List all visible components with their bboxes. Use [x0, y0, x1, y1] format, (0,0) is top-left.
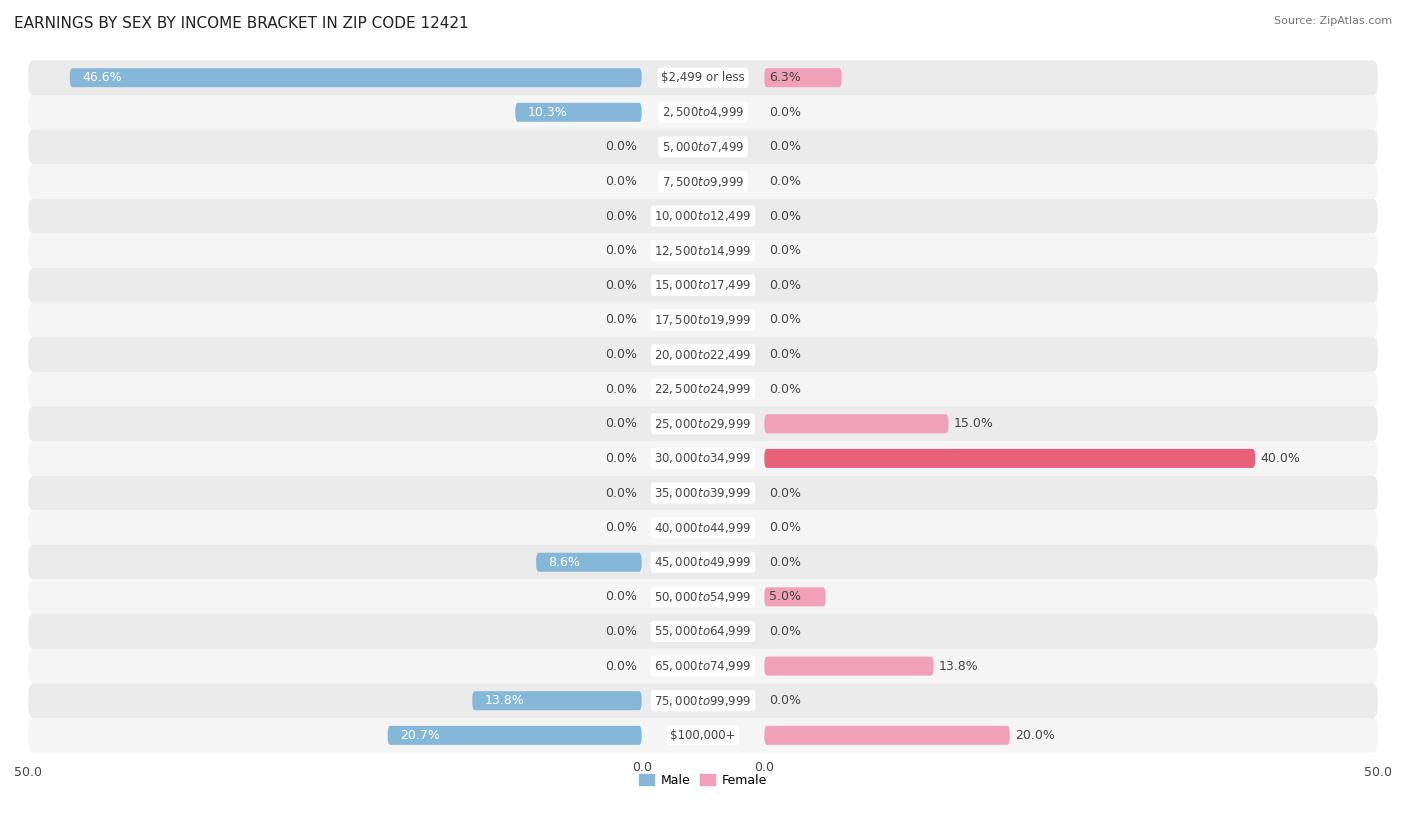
FancyBboxPatch shape — [28, 545, 1378, 580]
FancyBboxPatch shape — [28, 684, 1378, 718]
FancyBboxPatch shape — [472, 691, 641, 711]
Text: 0.0%: 0.0% — [605, 383, 637, 396]
Text: $75,000 to $99,999: $75,000 to $99,999 — [654, 693, 752, 707]
Text: 0.0%: 0.0% — [605, 244, 637, 257]
Text: $2,500 to $4,999: $2,500 to $4,999 — [662, 106, 744, 120]
FancyBboxPatch shape — [765, 68, 842, 87]
Text: 0.0: 0.0 — [755, 761, 775, 774]
FancyBboxPatch shape — [28, 476, 1378, 511]
FancyBboxPatch shape — [28, 199, 1378, 233]
Text: $25,000 to $29,999: $25,000 to $29,999 — [654, 417, 752, 431]
FancyBboxPatch shape — [28, 164, 1378, 199]
FancyBboxPatch shape — [28, 233, 1378, 268]
Text: 0.0%: 0.0% — [605, 210, 637, 223]
Text: $22,500 to $24,999: $22,500 to $24,999 — [654, 382, 752, 396]
Text: 0.0%: 0.0% — [605, 521, 637, 534]
FancyBboxPatch shape — [536, 553, 641, 572]
Text: $2,499 or less: $2,499 or less — [661, 72, 745, 85]
Text: 20.7%: 20.7% — [399, 728, 440, 741]
Text: 0.0%: 0.0% — [769, 383, 801, 396]
FancyBboxPatch shape — [765, 449, 1256, 468]
FancyBboxPatch shape — [28, 60, 1378, 95]
Text: $65,000 to $74,999: $65,000 to $74,999 — [654, 659, 752, 673]
FancyBboxPatch shape — [28, 441, 1378, 476]
Text: $40,000 to $44,999: $40,000 to $44,999 — [654, 520, 752, 535]
FancyBboxPatch shape — [765, 657, 934, 676]
Text: 0.0: 0.0 — [631, 761, 651, 774]
Text: 13.8%: 13.8% — [485, 694, 524, 707]
FancyBboxPatch shape — [765, 415, 949, 433]
Text: 6.3%: 6.3% — [769, 72, 801, 85]
Text: 8.6%: 8.6% — [548, 556, 581, 569]
Text: $55,000 to $64,999: $55,000 to $64,999 — [654, 624, 752, 638]
FancyBboxPatch shape — [28, 95, 1378, 129]
Text: 0.0%: 0.0% — [605, 486, 637, 499]
Text: $17,500 to $19,999: $17,500 to $19,999 — [654, 313, 752, 327]
Legend: Male, Female: Male, Female — [634, 769, 772, 792]
FancyBboxPatch shape — [28, 372, 1378, 406]
Text: 0.0%: 0.0% — [605, 314, 637, 327]
Text: 0.0%: 0.0% — [769, 106, 801, 119]
Text: 0.0%: 0.0% — [769, 279, 801, 292]
Text: $45,000 to $49,999: $45,000 to $49,999 — [654, 555, 752, 569]
FancyBboxPatch shape — [388, 726, 641, 745]
Text: 0.0%: 0.0% — [605, 175, 637, 188]
Text: 10.3%: 10.3% — [527, 106, 567, 119]
Text: 0.0%: 0.0% — [769, 348, 801, 361]
Text: 0.0%: 0.0% — [605, 279, 637, 292]
FancyBboxPatch shape — [28, 129, 1378, 164]
Text: 0.0%: 0.0% — [605, 417, 637, 430]
Text: 0.0%: 0.0% — [605, 141, 637, 154]
FancyBboxPatch shape — [765, 726, 1010, 745]
Text: 0.0%: 0.0% — [605, 659, 637, 672]
FancyBboxPatch shape — [28, 302, 1378, 337]
FancyBboxPatch shape — [28, 614, 1378, 649]
FancyBboxPatch shape — [28, 649, 1378, 684]
FancyBboxPatch shape — [28, 718, 1378, 753]
Text: 0.0%: 0.0% — [605, 625, 637, 638]
Text: 13.8%: 13.8% — [939, 659, 979, 672]
Text: 20.0%: 20.0% — [1015, 728, 1054, 741]
Text: 0.0%: 0.0% — [769, 486, 801, 499]
Text: 0.0%: 0.0% — [769, 625, 801, 638]
Text: 0.0%: 0.0% — [769, 521, 801, 534]
FancyBboxPatch shape — [28, 580, 1378, 614]
Text: EARNINGS BY SEX BY INCOME BRACKET IN ZIP CODE 12421: EARNINGS BY SEX BY INCOME BRACKET IN ZIP… — [14, 16, 468, 31]
Text: $12,500 to $14,999: $12,500 to $14,999 — [654, 244, 752, 258]
Text: $10,000 to $12,499: $10,000 to $12,499 — [654, 209, 752, 223]
FancyBboxPatch shape — [765, 587, 825, 606]
Text: 0.0%: 0.0% — [769, 141, 801, 154]
Text: 46.6%: 46.6% — [82, 72, 122, 85]
Text: $100,000+: $100,000+ — [671, 728, 735, 741]
FancyBboxPatch shape — [28, 268, 1378, 302]
FancyBboxPatch shape — [70, 68, 641, 87]
FancyBboxPatch shape — [515, 102, 641, 122]
Text: $20,000 to $22,499: $20,000 to $22,499 — [654, 348, 752, 362]
FancyBboxPatch shape — [28, 406, 1378, 441]
Text: 0.0%: 0.0% — [605, 452, 637, 465]
Text: $50,000 to $54,999: $50,000 to $54,999 — [654, 590, 752, 604]
FancyBboxPatch shape — [28, 337, 1378, 372]
Text: 5.0%: 5.0% — [769, 590, 801, 603]
Text: $15,000 to $17,499: $15,000 to $17,499 — [654, 278, 752, 293]
Text: 0.0%: 0.0% — [769, 244, 801, 257]
Text: 0.0%: 0.0% — [769, 694, 801, 707]
FancyBboxPatch shape — [28, 511, 1378, 545]
Text: 0.0%: 0.0% — [769, 175, 801, 188]
Text: 0.0%: 0.0% — [769, 314, 801, 327]
Text: Source: ZipAtlas.com: Source: ZipAtlas.com — [1274, 16, 1392, 26]
Text: $30,000 to $34,999: $30,000 to $34,999 — [654, 451, 752, 465]
Text: 0.0%: 0.0% — [769, 556, 801, 569]
Text: 0.0%: 0.0% — [769, 210, 801, 223]
Text: $35,000 to $39,999: $35,000 to $39,999 — [654, 486, 752, 500]
Text: $7,500 to $9,999: $7,500 to $9,999 — [662, 175, 744, 189]
Text: 40.0%: 40.0% — [1260, 452, 1301, 465]
Text: 0.0%: 0.0% — [605, 348, 637, 361]
Text: 15.0%: 15.0% — [953, 417, 993, 430]
Text: 0.0%: 0.0% — [605, 590, 637, 603]
Text: $5,000 to $7,499: $5,000 to $7,499 — [662, 140, 744, 154]
